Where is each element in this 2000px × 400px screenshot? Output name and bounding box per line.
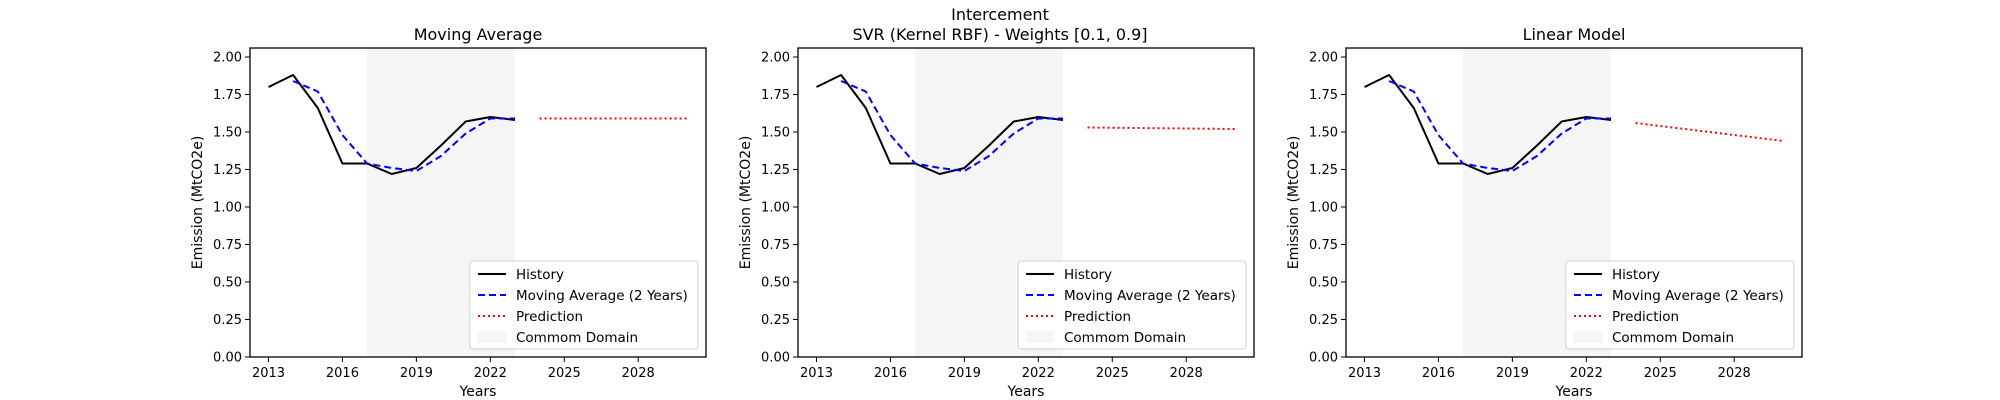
legend-history-label: History — [516, 267, 564, 283]
x-tick-label: 2019 — [400, 366, 433, 381]
panels: 2013 2016 2019 2022 2025 2028 0.00 0.25 0.50 0.75… — [190, 25, 1803, 400]
legend-swatch-common-domain — [1026, 331, 1054, 343]
chart-panel: 2013 2016 2019 2022 2025 2028 0.00 0.25 0.50 0.75… — [1286, 25, 1803, 400]
panel-title: Linear Model — [1523, 25, 1626, 44]
x-tick-label: 2016 — [874, 366, 907, 381]
legend-prediction-label: Prediction — [1612, 309, 1679, 325]
y-tick-label: 1.50 — [761, 126, 790, 141]
x-axis-label: Years — [1555, 384, 1593, 400]
legend-frame — [1017, 260, 1247, 350]
axes-frame — [1345, 47, 1803, 358]
y-tick-label: 1.25 — [761, 163, 790, 178]
x-tick-label: 2025 — [1644, 366, 1677, 381]
y-tick-label: 2.00 — [213, 51, 242, 66]
axes-frame — [797, 47, 1255, 358]
suptitle-company: Intercement — [951, 5, 1049, 24]
y-tick-label: 1.75 — [761, 88, 790, 103]
x-tick-label: 2013 — [800, 366, 833, 381]
x-tick-label: 2016 — [326, 366, 359, 381]
axes-frame — [249, 47, 707, 358]
x-axis-label: Years — [459, 384, 497, 400]
legend-moving-average-label: Moving Average (2 Years) — [1064, 288, 1236, 304]
y-tick-label: 0.75 — [213, 238, 242, 253]
legend-history-label: History — [1064, 267, 1112, 283]
legend-common-domain-label: Commom Domain — [1064, 330, 1186, 346]
x-tick-label: 2025 — [548, 366, 581, 381]
y-tick-label: 0.75 — [761, 238, 790, 253]
legend: History Moving Average (2 Years) Predictio… — [469, 260, 699, 350]
y-tick-label: 0.00 — [761, 351, 790, 366]
legend: History Moving Average (2 Years) Predictio… — [1017, 260, 1247, 350]
x-tick-label: 2028 — [622, 366, 655, 381]
legend-frame — [1565, 260, 1795, 350]
y-tick-label: 2.00 — [1309, 51, 1338, 66]
y-tick-label: 1.00 — [213, 201, 242, 216]
y-tick-label: 0.00 — [213, 351, 242, 366]
legend-moving-average-label: Moving Average (2 Years) — [1612, 288, 1784, 304]
history-line — [816, 74, 1064, 175]
y-tick-label: 0.75 — [1309, 238, 1338, 253]
x-tick-label: 2022 — [1570, 366, 1603, 381]
y-tick-label: 1.25 — [213, 163, 242, 178]
legend-swatch-common-domain — [478, 331, 506, 343]
y-tick-label: 0.25 — [213, 313, 242, 328]
x-tick-label: 2019 — [948, 366, 981, 381]
x-tick-label: 2028 — [1718, 366, 1751, 381]
y-tick-label: 1.75 — [213, 88, 242, 103]
y-tick-label: 1.50 — [1309, 126, 1338, 141]
y-tick-label: 1.25 — [1309, 163, 1338, 178]
y-axis-label: Emission (MtCO2e) — [190, 136, 206, 270]
y-axis-label: Emission (MtCO2e) — [1286, 136, 1302, 270]
history-line — [1364, 74, 1612, 175]
y-tick-label: 1.00 — [1309, 201, 1338, 216]
y-tick-label: 1.50 — [213, 126, 242, 141]
chart-panel: 2013 2016 2019 2022 2025 2028 0.00 0.25 0.50 0.75… — [190, 25, 707, 400]
chart-panel: 2013 2016 2019 2022 2025 2028 0.00 0.25 0.50 0.75… — [738, 47, 1255, 400]
x-tick-label: 2019 — [1496, 366, 1529, 381]
legend-prediction-label: Prediction — [516, 309, 583, 325]
x-tick-label: 2013 — [1348, 366, 1381, 381]
x-tick-label: 2022 — [1022, 366, 1055, 381]
y-tick-label: 1.75 — [1309, 88, 1338, 103]
x-axis-label: Years — [1007, 384, 1045, 400]
y-axis-label: Emission (MtCO2e) — [738, 136, 754, 270]
legend-swatch-common-domain — [1574, 331, 1602, 343]
legend: History Moving Average (2 Years) Predictio… — [1565, 260, 1795, 350]
y-tick-label: 0.00 — [1309, 351, 1338, 366]
legend-frame — [469, 260, 699, 350]
x-tick-label: 2013 — [252, 366, 285, 381]
x-tick-label: 2028 — [1170, 366, 1203, 381]
history-line — [268, 74, 516, 175]
panel-title: Moving Average — [414, 25, 543, 44]
x-tick-label: 2025 — [1096, 366, 1129, 381]
legend-common-domain-label: Commom Domain — [1612, 330, 1734, 346]
x-tick-label: 2016 — [1422, 366, 1455, 381]
y-tick-label: 0.25 — [1309, 313, 1338, 328]
y-tick-label: 2.00 — [761, 51, 790, 66]
y-tick-label: 0.25 — [761, 313, 790, 328]
legend-moving-average-label: Moving Average (2 Years) — [516, 288, 688, 304]
y-tick-label: 0.50 — [213, 276, 242, 291]
legend-prediction-label: Prediction — [1064, 309, 1131, 325]
y-tick-label: 0.50 — [1309, 276, 1338, 291]
y-tick-label: 0.50 — [761, 276, 790, 291]
x-tick-label: 2022 — [474, 366, 507, 381]
y-tick-label: 1.00 — [761, 201, 790, 216]
suptitle-model: SVR (Kernel RBF) - Weights [0.1, 0.9] — [852, 25, 1147, 44]
legend-common-domain-label: Commom Domain — [516, 330, 638, 346]
legend-history-label: History — [1612, 267, 1660, 283]
